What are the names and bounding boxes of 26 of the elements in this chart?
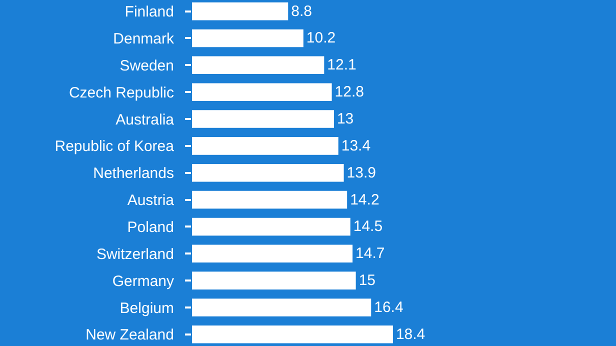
data-label: 16.4 bbox=[374, 298, 404, 316]
data-label: 13.4 bbox=[341, 137, 371, 154]
y-tick-label: Poland bbox=[127, 218, 174, 236]
data-label: 10.2 bbox=[306, 30, 336, 47]
data-label: 14.7 bbox=[356, 245, 385, 262]
data-label: 15 bbox=[358, 272, 376, 290]
data-label: 14.2 bbox=[350, 191, 380, 208]
y-tick-label: Australia bbox=[116, 111, 175, 128]
data-label: 12.8 bbox=[334, 84, 364, 101]
y-tick-label: Finland bbox=[124, 4, 174, 21]
y-tick-label: Germany bbox=[112, 272, 174, 290]
data-label: 14.5 bbox=[353, 218, 383, 236]
y-tick-label: New Zealand bbox=[86, 326, 174, 344]
data-label: 13.9 bbox=[346, 164, 376, 182]
y-tick-label: Austria bbox=[127, 192, 175, 210]
y-tick-label: Denmark bbox=[113, 30, 174, 48]
y-tick-label: Czech Republic bbox=[68, 84, 174, 102]
data-label: 18.4 bbox=[396, 326, 426, 343]
y-tick-label: Republic of Korea bbox=[54, 138, 175, 156]
y-tick-label: Netherlands bbox=[93, 165, 174, 182]
y-tick-label: Belgium bbox=[120, 300, 174, 317]
data-label: 8.8 bbox=[291, 2, 312, 20]
y-tick-label: Sweden bbox=[120, 57, 174, 74]
data-label: 12.1 bbox=[327, 56, 356, 74]
y-tick-label: Switzerland bbox=[96, 246, 174, 263]
data-label: 13 bbox=[336, 110, 354, 128]
